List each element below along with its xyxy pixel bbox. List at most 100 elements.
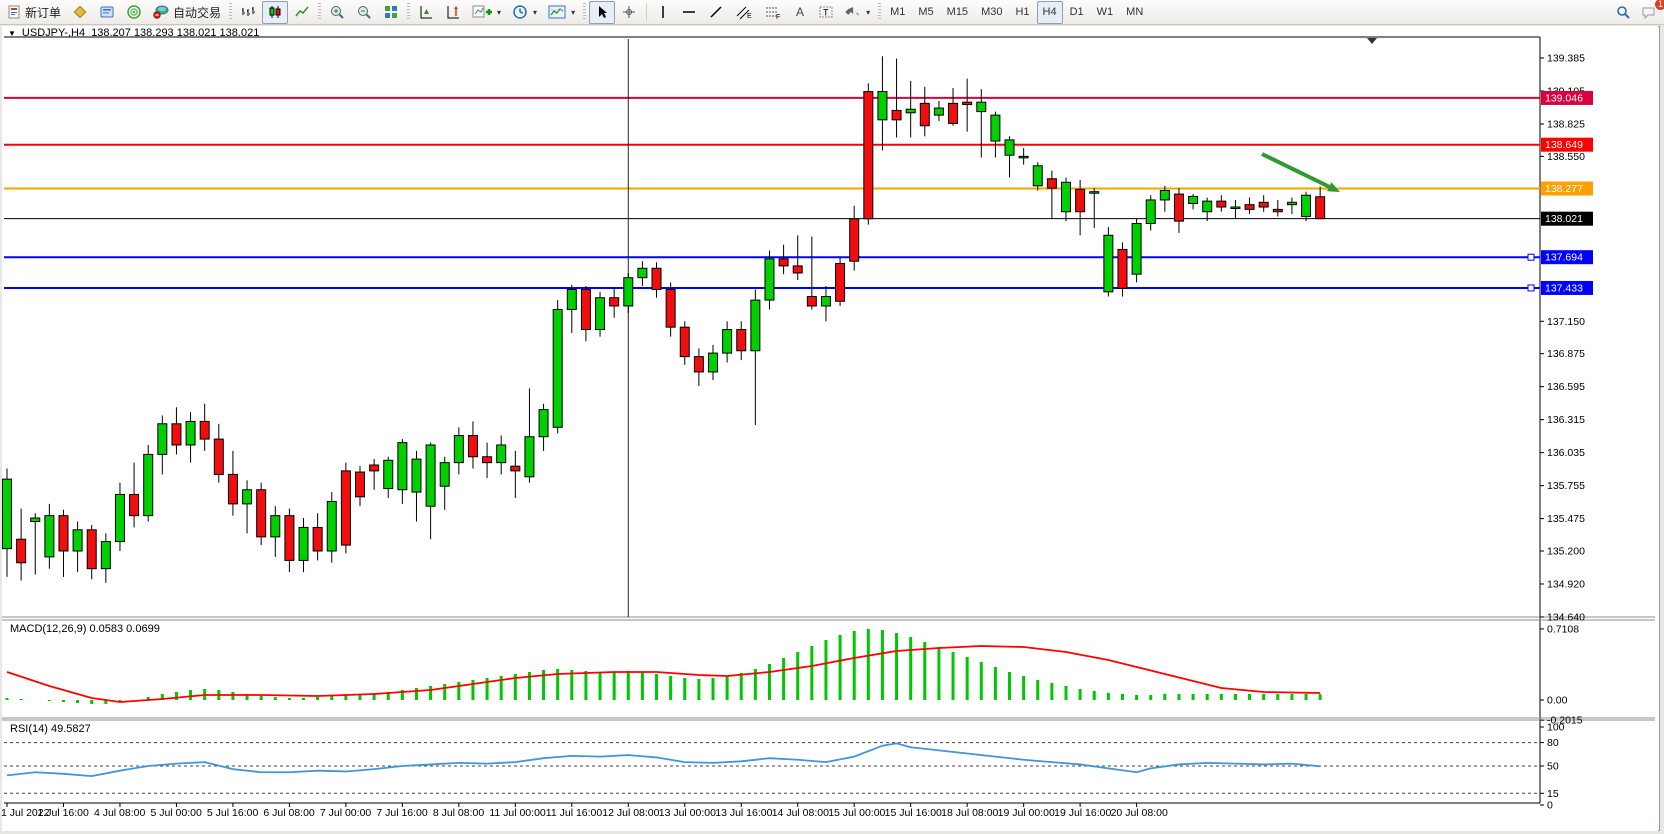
svg-text:136.875: 136.875 xyxy=(1547,348,1585,360)
svg-text:12 Jul 08:00: 12 Jul 08:00 xyxy=(602,807,659,819)
bar-chart-icon xyxy=(242,7,256,16)
candlestick-mode-button[interactable] xyxy=(262,0,289,24)
svg-text:134.640: 134.640 xyxy=(1547,611,1585,623)
svg-text:7 Jul 16:00: 7 Jul 16:00 xyxy=(376,807,428,819)
svg-text:136.315: 136.315 xyxy=(1547,414,1585,426)
clock-icon xyxy=(513,5,527,19)
templates-button[interactable]: ▾ xyxy=(543,1,580,24)
svg-text:13 Jul 00:00: 13 Jul 00:00 xyxy=(659,807,716,819)
price-lines xyxy=(4,96,1540,292)
zoom-out-button[interactable] xyxy=(351,1,377,24)
chart-symbol-period: USDJPY-,H4 xyxy=(21,27,86,39)
auto-trading-label: 自动交易 xyxy=(173,5,222,20)
tile-windows-button[interactable] xyxy=(378,1,404,24)
trend-arrow-annotation xyxy=(1261,152,1340,192)
chat-bubble-icon xyxy=(1642,7,1655,20)
svg-text:19 Jul 00:00: 19 Jul 00:00 xyxy=(998,807,1055,819)
candlestick-icon xyxy=(269,6,281,18)
cursor-tool-button[interactable] xyxy=(589,0,616,24)
zoom-in-button[interactable] xyxy=(324,1,350,24)
svg-text:138.277: 138.277 xyxy=(1545,183,1583,195)
bar-chart-mode-button[interactable] xyxy=(235,1,261,24)
toolbar: 新订单 自动交易 xyxy=(0,0,1664,25)
svg-text:135.755: 135.755 xyxy=(1547,480,1585,492)
data-window-button[interactable] xyxy=(94,1,120,24)
chevron-down-icon: ▾ xyxy=(533,7,538,17)
new-chart-button[interactable]: ▾ xyxy=(467,1,506,24)
tab-timeframe-m30[interactable]: M30 xyxy=(981,6,1003,18)
toolbar-grip xyxy=(878,3,882,21)
svg-text:11 Jul 16:00: 11 Jul 16:00 xyxy=(546,807,603,819)
notification-count-badge: 1 xyxy=(1654,0,1664,11)
auto-trading-icon xyxy=(153,5,169,19)
toolbar-grip xyxy=(583,3,587,21)
auto-trading-button[interactable]: 自动交易 xyxy=(148,1,226,24)
svg-text:18 Jul 08:00: 18 Jul 08:00 xyxy=(941,807,998,819)
svg-text:50: 50 xyxy=(1547,761,1559,773)
new-order-label: 新订单 xyxy=(25,5,62,20)
market-watch-button[interactable] xyxy=(67,1,93,24)
svg-text:138.550: 138.550 xyxy=(1547,151,1585,163)
tab-timeframe-m1[interactable]: M1 xyxy=(890,6,906,18)
svg-text:137.694: 137.694 xyxy=(1545,252,1583,264)
line-chart-icon xyxy=(295,6,309,17)
vertical-line-tool-button[interactable] xyxy=(651,1,675,24)
toolbar-grip xyxy=(229,3,233,21)
chart-shift-button[interactable] xyxy=(440,1,466,24)
arrows-tool-button[interactable]: ▾ xyxy=(840,1,875,24)
periods-button[interactable]: ▾ xyxy=(507,1,542,24)
text-icon: A xyxy=(796,5,804,19)
rsi-indicator-label: RSI(14) 49.5827 xyxy=(10,723,91,735)
svg-text:7 Jul 00:00: 7 Jul 00:00 xyxy=(320,807,372,819)
svg-text:5 Jul 16:00: 5 Jul 16:00 xyxy=(207,807,259,819)
tab-timeframe-m5[interactable]: M5 xyxy=(918,6,934,18)
new-order-button[interactable]: 新订单 xyxy=(2,1,66,24)
tab-timeframe-d1[interactable]: D1 xyxy=(1069,6,1084,18)
tab-timeframe-m15[interactable]: M15 xyxy=(946,6,969,18)
fibonacci-tool-button[interactable]: F xyxy=(759,1,787,24)
tab-timeframe-mn[interactable]: MN xyxy=(1126,6,1144,18)
search-button[interactable] xyxy=(1610,1,1636,24)
text-tool-button[interactable]: A xyxy=(788,1,812,24)
notifications-button[interactable]: 1 xyxy=(1636,0,1664,24)
svg-text:11 Jul 00:00: 11 Jul 00:00 xyxy=(489,807,546,819)
chart-frame xyxy=(2,26,1658,831)
equidistant-channel-icon: E xyxy=(736,6,752,20)
horizontal-line-tool-button[interactable] xyxy=(676,1,702,24)
vertical-line-icon xyxy=(662,6,664,18)
toolbar-separator xyxy=(646,3,648,21)
svg-text:137.150: 137.150 xyxy=(1547,316,1585,328)
search-icon xyxy=(1617,6,1630,19)
tab-timeframe-h1[interactable]: H1 xyxy=(1015,6,1030,18)
svg-text:135.200: 135.200 xyxy=(1547,545,1585,557)
text-label-tool-button[interactable]: T xyxy=(813,1,839,24)
gold-diamond-icon xyxy=(73,5,87,19)
svg-text:100: 100 xyxy=(1547,722,1565,734)
navigator-button[interactable] xyxy=(121,1,147,24)
auto-scroll-button[interactable] xyxy=(413,1,439,24)
svg-text:6 Jul 08:00: 6 Jul 08:00 xyxy=(263,807,315,819)
line-chart-mode-button[interactable] xyxy=(289,1,315,24)
trendline-tool-button[interactable] xyxy=(703,1,729,24)
collapse-triangle-icon[interactable]: ▼ xyxy=(8,28,16,38)
tab-timeframe-h4[interactable]: H4 xyxy=(1036,0,1063,24)
new-chart-icon xyxy=(472,5,493,18)
crosshair-tool-button[interactable] xyxy=(616,1,642,24)
zoom-in-icon xyxy=(331,6,344,19)
fibonacci-icon: F xyxy=(766,7,780,20)
macd-indicator-label: MACD(12,26,9) 0.0583 0.0699 xyxy=(10,623,160,635)
arrows-icon xyxy=(845,7,860,16)
auto-scroll-icon xyxy=(420,6,433,19)
svg-text:0.00: 0.00 xyxy=(1547,695,1568,707)
tab-timeframe-w1[interactable]: W1 xyxy=(1096,6,1114,18)
channel-tool-button[interactable]: E xyxy=(730,1,758,24)
rsi-panel: 100 80 50 150 xyxy=(4,722,1565,812)
svg-text:A: A xyxy=(796,5,804,19)
svg-text:-0.2015: -0.2015 xyxy=(1547,715,1583,727)
svg-text:15 Jul 16:00: 15 Jul 16:00 xyxy=(885,807,942,819)
data-window-icon xyxy=(100,6,114,18)
navigator-icon xyxy=(127,5,141,19)
